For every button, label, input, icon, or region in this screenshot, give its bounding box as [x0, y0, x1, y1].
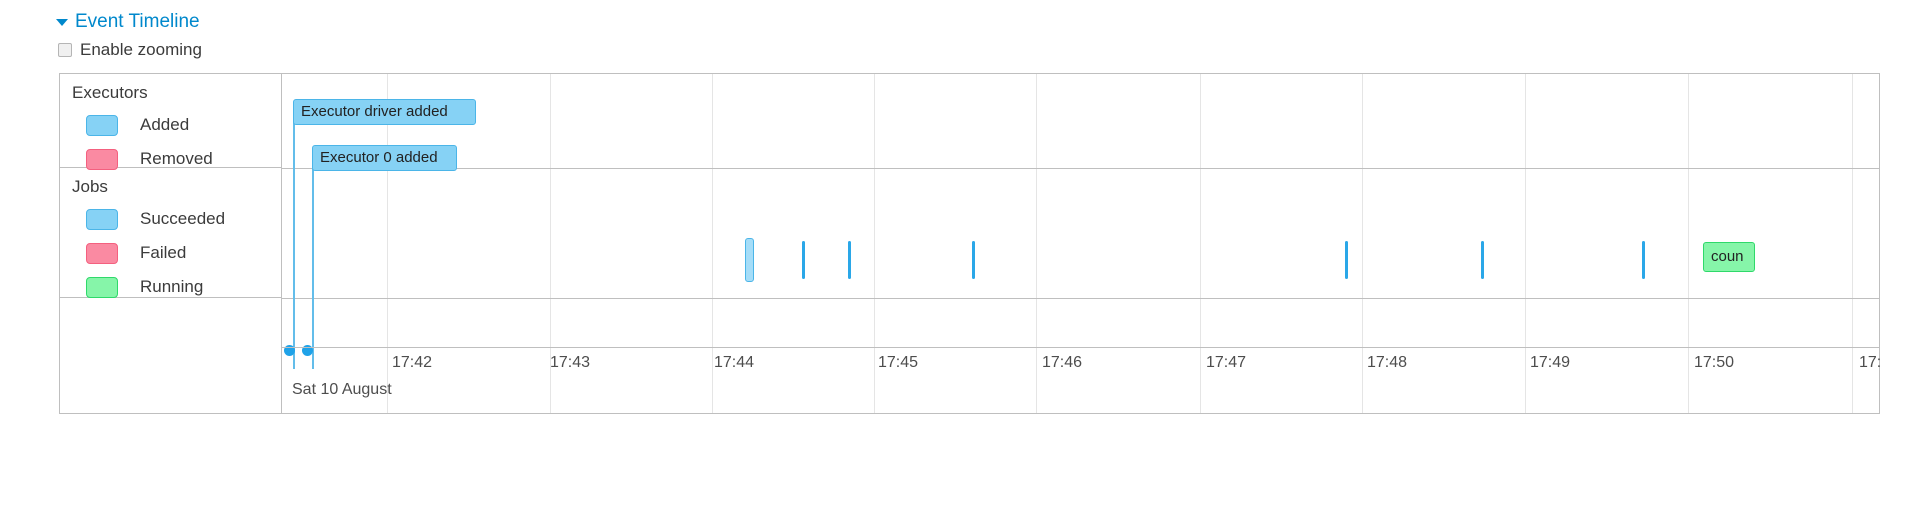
- legend-item-jobs-succeeded: Succeeded: [72, 202, 281, 236]
- legend-item-jobs-running: Running: [72, 270, 281, 304]
- gridline: [387, 74, 388, 413]
- job-event-tick[interactable]: [1481, 241, 1484, 279]
- group-title-jobs: Jobs: [72, 177, 108, 196]
- event-stem: [312, 159, 314, 369]
- swatch-running: [86, 276, 118, 298]
- legend-label-failed: Failed: [140, 243, 187, 262]
- job-event-tick[interactable]: [1345, 241, 1348, 279]
- axis-tick-label: 17:43: [550, 354, 591, 371]
- job-event-tick[interactable]: [745, 238, 754, 282]
- legend-item-jobs-failed: Failed: [72, 236, 281, 270]
- axis-tick-label: 17:50: [1694, 354, 1735, 371]
- row-divider-jobs: [282, 298, 1879, 299]
- event-marker-dot[interactable]: [302, 345, 313, 356]
- axis-tick-label: 17:42: [392, 354, 433, 371]
- timeline-label-column: Executors Added Removed Jobs Succeeded F…: [60, 74, 282, 413]
- gridline: [1200, 74, 1201, 413]
- axis-tick-label: 17:44: [714, 354, 755, 371]
- gridline: [712, 74, 713, 413]
- job-event-tick[interactable]: [802, 241, 805, 279]
- timeline-content-pane[interactable]: Executor driver added Executor 0 added cou…: [282, 74, 1879, 413]
- axis-tick-label: 17:47: [1206, 354, 1247, 371]
- swatch-added: [86, 114, 118, 136]
- gridline: [550, 74, 551, 413]
- gridline: [874, 74, 875, 413]
- job-event-tick[interactable]: [1642, 241, 1645, 279]
- gridline: [1362, 74, 1363, 413]
- legend-item-executors-removed: Removed: [72, 142, 281, 176]
- legend-label-succeeded: Succeeded: [140, 209, 226, 228]
- axis-tick-label: 17:49: [1530, 354, 1571, 371]
- event-timeline-toggle[interactable]: Event Timeline: [56, 12, 200, 32]
- group-jobs: Jobs Succeeded Failed Running: [60, 168, 281, 298]
- job-event-box[interactable]: coun: [1703, 242, 1755, 272]
- gridline: [1688, 74, 1689, 413]
- enable-zooming-checkbox[interactable]: [58, 43, 72, 57]
- event-marker-dot[interactable]: [284, 345, 295, 356]
- timeline-axis: 17:42 17:43 17:44 17:45 17:46 17:47 17:48 17:49…: [60, 347, 1882, 413]
- swatch-removed: [86, 148, 118, 170]
- executor-event-box[interactable]: Executor driver added: [293, 99, 476, 125]
- job-event-tick[interactable]: [848, 241, 851, 279]
- axis-tick-label: 17:45: [878, 354, 919, 371]
- enable-zooming-label: Enable zooming: [80, 40, 202, 59]
- axis-tick-label: 17:: [1859, 354, 1882, 371]
- group-title-executors: Executors: [72, 83, 148, 102]
- executor-event-box[interactable]: Executor 0 added: [312, 145, 457, 171]
- swatch-failed: [86, 242, 118, 264]
- event-stem: [293, 113, 295, 369]
- legend-label-running: Running: [140, 277, 204, 296]
- page-title: Event Timeline: [75, 11, 200, 32]
- enable-zooming-row[interactable]: Enable zooming: [58, 41, 202, 59]
- legend-item-executors-added: Added: [72, 108, 281, 142]
- group-executors: Executors Added Removed: [60, 74, 281, 170]
- timeline-axis-major-label: Sat 10 August: [292, 381, 392, 398]
- legend-label-removed: Removed: [140, 149, 213, 168]
- axis-tick-label: 17:46: [1042, 354, 1083, 371]
- caret-down-icon: [56, 18, 68, 26]
- event-timeline-chart[interactable]: Executors Added Removed Jobs Succeeded F…: [59, 73, 1882, 414]
- row-divider-executors: [282, 168, 1879, 169]
- axis-tick-label: 17:48: [1367, 354, 1408, 371]
- gridline: [1525, 74, 1526, 413]
- gridline: [1852, 74, 1853, 413]
- gridline: [1036, 74, 1037, 413]
- swatch-succeeded: [86, 208, 118, 230]
- legend-label-added: Added: [140, 115, 190, 134]
- job-event-tick[interactable]: [972, 241, 975, 279]
